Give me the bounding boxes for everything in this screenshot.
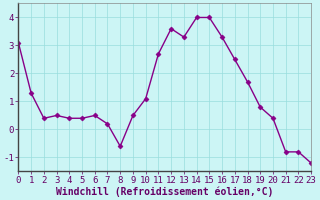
X-axis label: Windchill (Refroidissement éolien,°C): Windchill (Refroidissement éolien,°C) [56,186,274,197]
